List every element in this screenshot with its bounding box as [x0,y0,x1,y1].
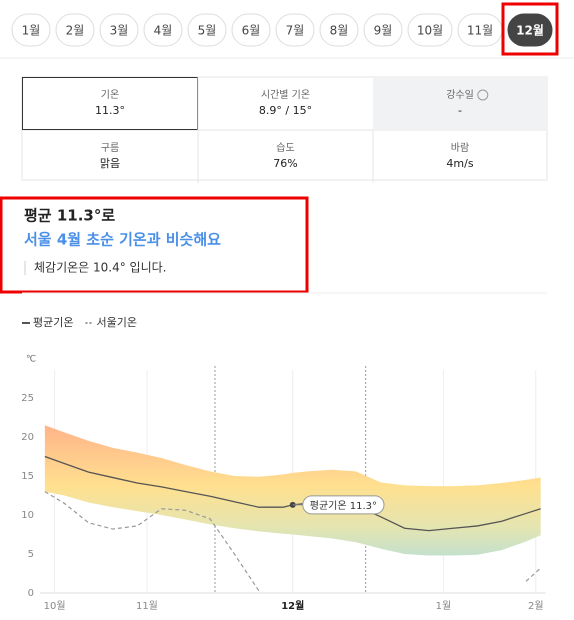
x-tick-label: 12월 [281,600,304,612]
month-tab-label: 10월 [417,24,443,38]
y-tick-label: 5 [28,549,34,560]
month-tab-label: 8월 [330,24,349,38]
month-tab-label: 2월 [66,24,85,38]
month-tab-label: 11월 [467,24,493,38]
month-tab-label: 7월 [286,24,305,38]
info-icon [477,89,489,101]
x-tick-label: 1월 [436,600,452,612]
month-tab[interactable] [99,13,139,47]
stat-value: 4m/s [446,157,473,170]
y-tick-label: 20 [21,432,34,443]
month-tab-label: 12월 [516,23,544,38]
month-tab[interactable] [231,13,271,47]
legend-label: 평균기온 [33,316,73,329]
y-tick-label: 15 [21,471,34,482]
annotation-box [302,495,385,515]
x-tick-label: 10월 [44,600,66,612]
stat-value: - [458,104,462,117]
stat-value: 8.9° / 15° [259,104,312,117]
month-tab-label: 4월 [154,24,173,38]
summary-comparison: 서울 4월 초순 기온과 비슷해요 [24,231,221,249]
range-band [44,425,541,556]
stat-label: 바람 [451,141,469,154]
month-tab[interactable] [143,13,183,47]
x-tick-label: 2월 [528,600,544,612]
summary-feels-like: 체감기온은 10.4° 입니다. [34,261,166,275]
summary-headline: 평균 11.3°로 [24,207,115,225]
stat-label: 강수일 [446,89,474,101]
month-tab-label: 1월 [22,24,41,38]
legend-label: 서울기온 [96,316,136,329]
stat-label: 기온 [101,89,119,101]
cell-bg [373,77,547,130]
month-tab[interactable] [187,13,227,47]
month-tab[interactable] [275,13,315,47]
y-tick-label: 0 [28,588,34,599]
annotation-label: 평균기온 11.3° [310,500,377,512]
y-tick-label: 25 [21,393,34,404]
month-tab[interactable] [11,13,51,47]
x-tick-label: 11월 [136,600,158,612]
stat-value: 76% [273,157,297,170]
month-tab[interactable] [363,13,403,47]
stat-label: 습도 [276,142,294,154]
month-tab[interactable] [319,13,359,47]
series-line [44,491,542,591]
month-tab[interactable] [407,13,453,47]
month-tab-label: 9월 [374,24,393,38]
stat-label: 시간별 기온 [261,89,310,101]
stat-value: 맑음 [100,157,120,170]
month-tab[interactable] [507,13,553,47]
month-tab[interactable] [55,13,95,47]
highlight-box [501,2,559,56]
month-tab-label: 6월 [242,24,261,38]
y-tick-label: 10 [21,510,34,521]
y-axis-label: ℃ [26,355,36,365]
stat-label: 구름 [101,142,119,154]
month-tab-label: 5월 [198,24,217,38]
month-tab-label: 3월 [110,24,129,38]
stat-value: 11.3° [95,104,125,117]
highlight-box [0,196,309,294]
